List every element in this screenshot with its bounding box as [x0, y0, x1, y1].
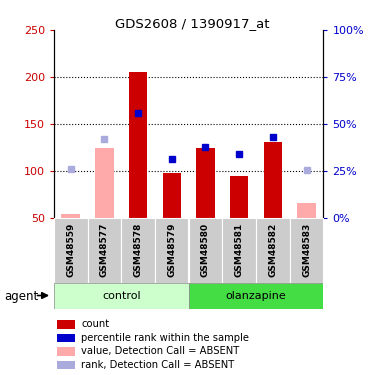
Bar	[54, 217, 88, 283]
Bar	[57, 333, 75, 342]
Bar	[62, 214, 80, 217]
Bar	[264, 142, 282, 218]
Text: rank, Detection Call = ABSENT: rank, Detection Call = ABSENT	[81, 360, 234, 370]
Bar	[189, 217, 223, 283]
Bar	[129, 72, 147, 217]
Bar	[54, 283, 189, 309]
Bar	[223, 217, 256, 283]
Bar	[162, 173, 181, 217]
Bar	[230, 176, 248, 218]
Bar	[95, 148, 114, 217]
Text: percentile rank within the sample: percentile rank within the sample	[81, 333, 249, 343]
Text: GSM48580: GSM48580	[201, 223, 210, 277]
Text: GSM48578: GSM48578	[134, 223, 142, 277]
Text: GSM48582: GSM48582	[268, 223, 277, 277]
Text: GSM48579: GSM48579	[167, 223, 176, 277]
Bar	[189, 283, 323, 309]
Bar	[57, 320, 75, 328]
Text: control: control	[102, 291, 141, 301]
Text: olanzapine: olanzapine	[226, 291, 286, 301]
Text: GSM48559: GSM48559	[66, 223, 75, 277]
Text: value, Detection Call = ABSENT: value, Detection Call = ABSENT	[81, 346, 239, 357]
Text: count: count	[81, 319, 109, 329]
Bar	[88, 217, 121, 283]
Bar	[57, 361, 75, 369]
Bar	[196, 148, 215, 217]
Text: GDS2608 / 1390917_at: GDS2608 / 1390917_at	[115, 17, 270, 30]
Bar	[57, 347, 75, 356]
Bar	[256, 217, 290, 283]
Bar	[290, 217, 323, 283]
Text: agent: agent	[4, 290, 38, 303]
Text: GSM48577: GSM48577	[100, 223, 109, 277]
Bar	[121, 217, 155, 283]
Bar	[297, 203, 316, 217]
Text: GSM48581: GSM48581	[235, 223, 244, 277]
Bar	[155, 217, 189, 283]
Text: GSM48583: GSM48583	[302, 223, 311, 277]
